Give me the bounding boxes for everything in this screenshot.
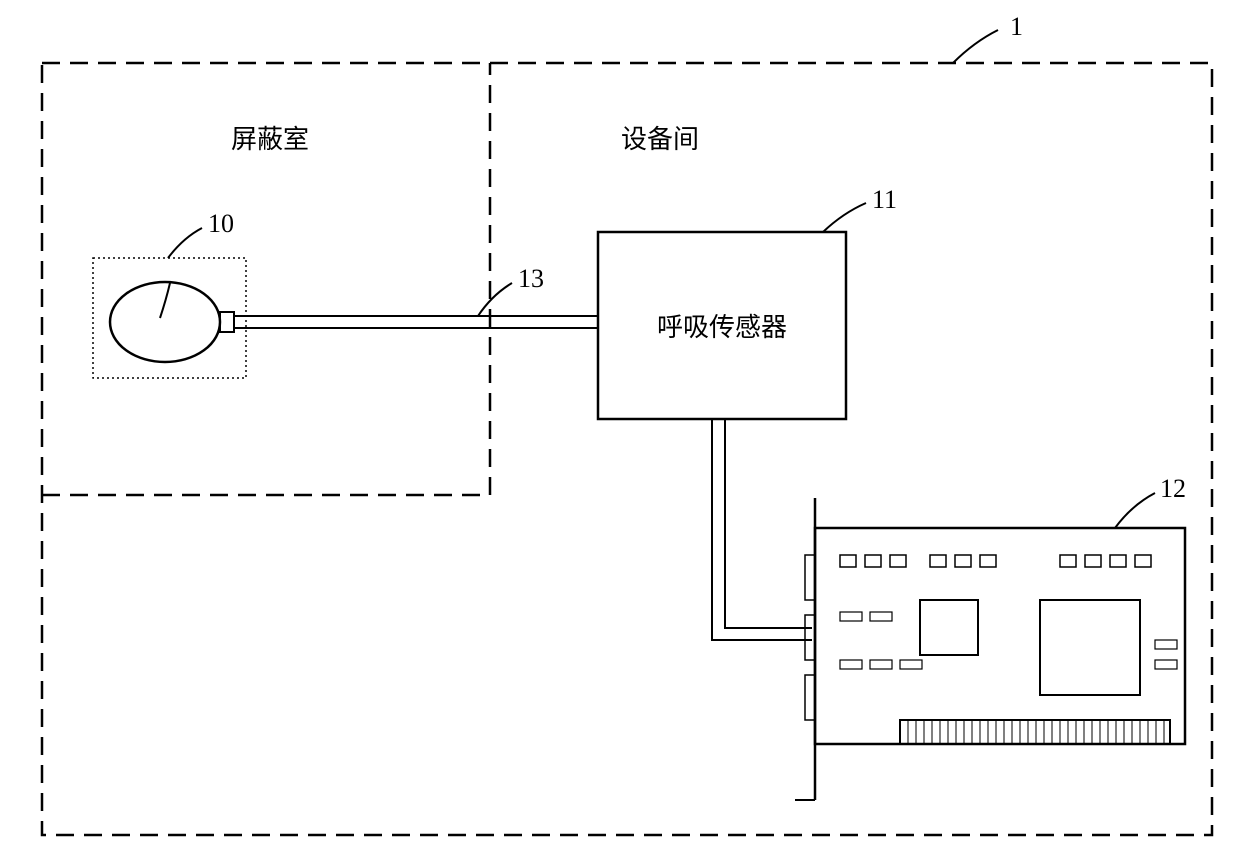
board-label: 12 xyxy=(1160,474,1186,503)
airbag-label-leader xyxy=(168,228,202,258)
sensor-label: 11 xyxy=(872,185,897,214)
tube-label: 13 xyxy=(518,264,544,293)
shielded-room-label: 屏蔽室 xyxy=(231,125,309,154)
system-label: 1 xyxy=(1010,12,1023,41)
circuit-board-icon xyxy=(795,498,1185,800)
equipment-room-label: 设备间 xyxy=(621,125,699,154)
system-label-leader xyxy=(953,30,998,63)
airbag-stem xyxy=(160,283,170,318)
airbag-nozzle xyxy=(220,312,234,332)
system-diagram: 1 屏蔽室 设备间 10 13 呼吸传感器 11 xyxy=(0,0,1240,850)
cable-inner xyxy=(725,419,812,628)
airbag-icon xyxy=(110,282,220,362)
airbag-enclosure xyxy=(93,258,246,378)
board-label-leader xyxy=(1115,493,1155,528)
cable-outer xyxy=(712,419,812,640)
airbag-label: 10 xyxy=(208,209,234,238)
sensor-label-leader xyxy=(823,203,866,232)
sensor-text: 呼吸传感器 xyxy=(657,313,787,342)
tube-label-leader xyxy=(478,283,512,316)
